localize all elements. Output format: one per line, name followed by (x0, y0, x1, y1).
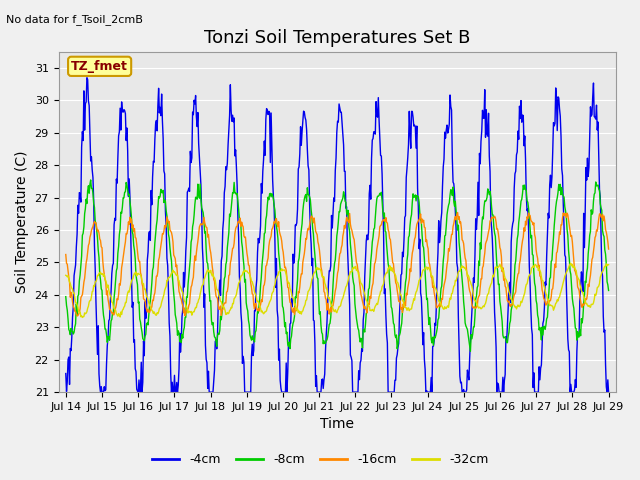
-16cm (184, 307, 191, 312)
-4cm (420, 357, 428, 362)
-32cm (62, 273, 70, 278)
Y-axis label: Soil Temperature (C): Soil Temperature (C) (15, 151, 29, 293)
-8cm (72, 321, 79, 327)
Line: -16cm: -16cm (66, 213, 609, 316)
-8cm (404, 252, 412, 257)
Text: No data for f_Tsoil_2cmB: No data for f_Tsoil_2cmB (6, 14, 143, 25)
-16cm (454, 210, 461, 216)
-4cm (62, 371, 70, 376)
X-axis label: Time: Time (320, 418, 354, 432)
Line: -32cm: -32cm (66, 263, 609, 317)
-16cm (212, 293, 220, 299)
-16cm (72, 309, 79, 314)
-32cm (212, 283, 220, 288)
-4cm (404, 142, 412, 147)
-4cm (184, 188, 192, 194)
-32cm (72, 300, 79, 305)
-16cm (73, 313, 81, 319)
-8cm (184, 294, 191, 300)
Legend: -4cm, -8cm, -16cm, -32cm: -4cm, -8cm, -16cm, -32cm (147, 448, 493, 471)
-8cm (129, 229, 136, 235)
-4cm (605, 389, 612, 395)
Line: -8cm: -8cm (66, 180, 609, 351)
-4cm (97, 389, 104, 395)
-16cm (605, 246, 612, 252)
-8cm (62, 294, 70, 300)
-4cm (129, 300, 137, 305)
Title: Tonzi Soil Temperatures Set B: Tonzi Soil Temperatures Set B (204, 29, 470, 48)
-16cm (129, 225, 136, 231)
-8cm (87, 177, 95, 183)
-8cm (467, 348, 474, 354)
-32cm (605, 262, 612, 267)
-16cm (62, 252, 70, 257)
-32cm (129, 277, 136, 283)
-16cm (420, 217, 428, 223)
Line: -4cm: -4cm (66, 78, 609, 392)
-4cm (83, 75, 91, 81)
-8cm (212, 338, 220, 344)
-8cm (420, 245, 428, 251)
-32cm (79, 314, 86, 320)
-32cm (420, 267, 428, 273)
Text: TZ_fmet: TZ_fmet (71, 60, 128, 73)
-4cm (213, 346, 221, 352)
-32cm (404, 305, 412, 311)
-32cm (184, 306, 191, 312)
-4cm (72, 262, 79, 268)
-8cm (605, 288, 612, 293)
-32cm (567, 260, 575, 266)
-16cm (404, 285, 412, 291)
